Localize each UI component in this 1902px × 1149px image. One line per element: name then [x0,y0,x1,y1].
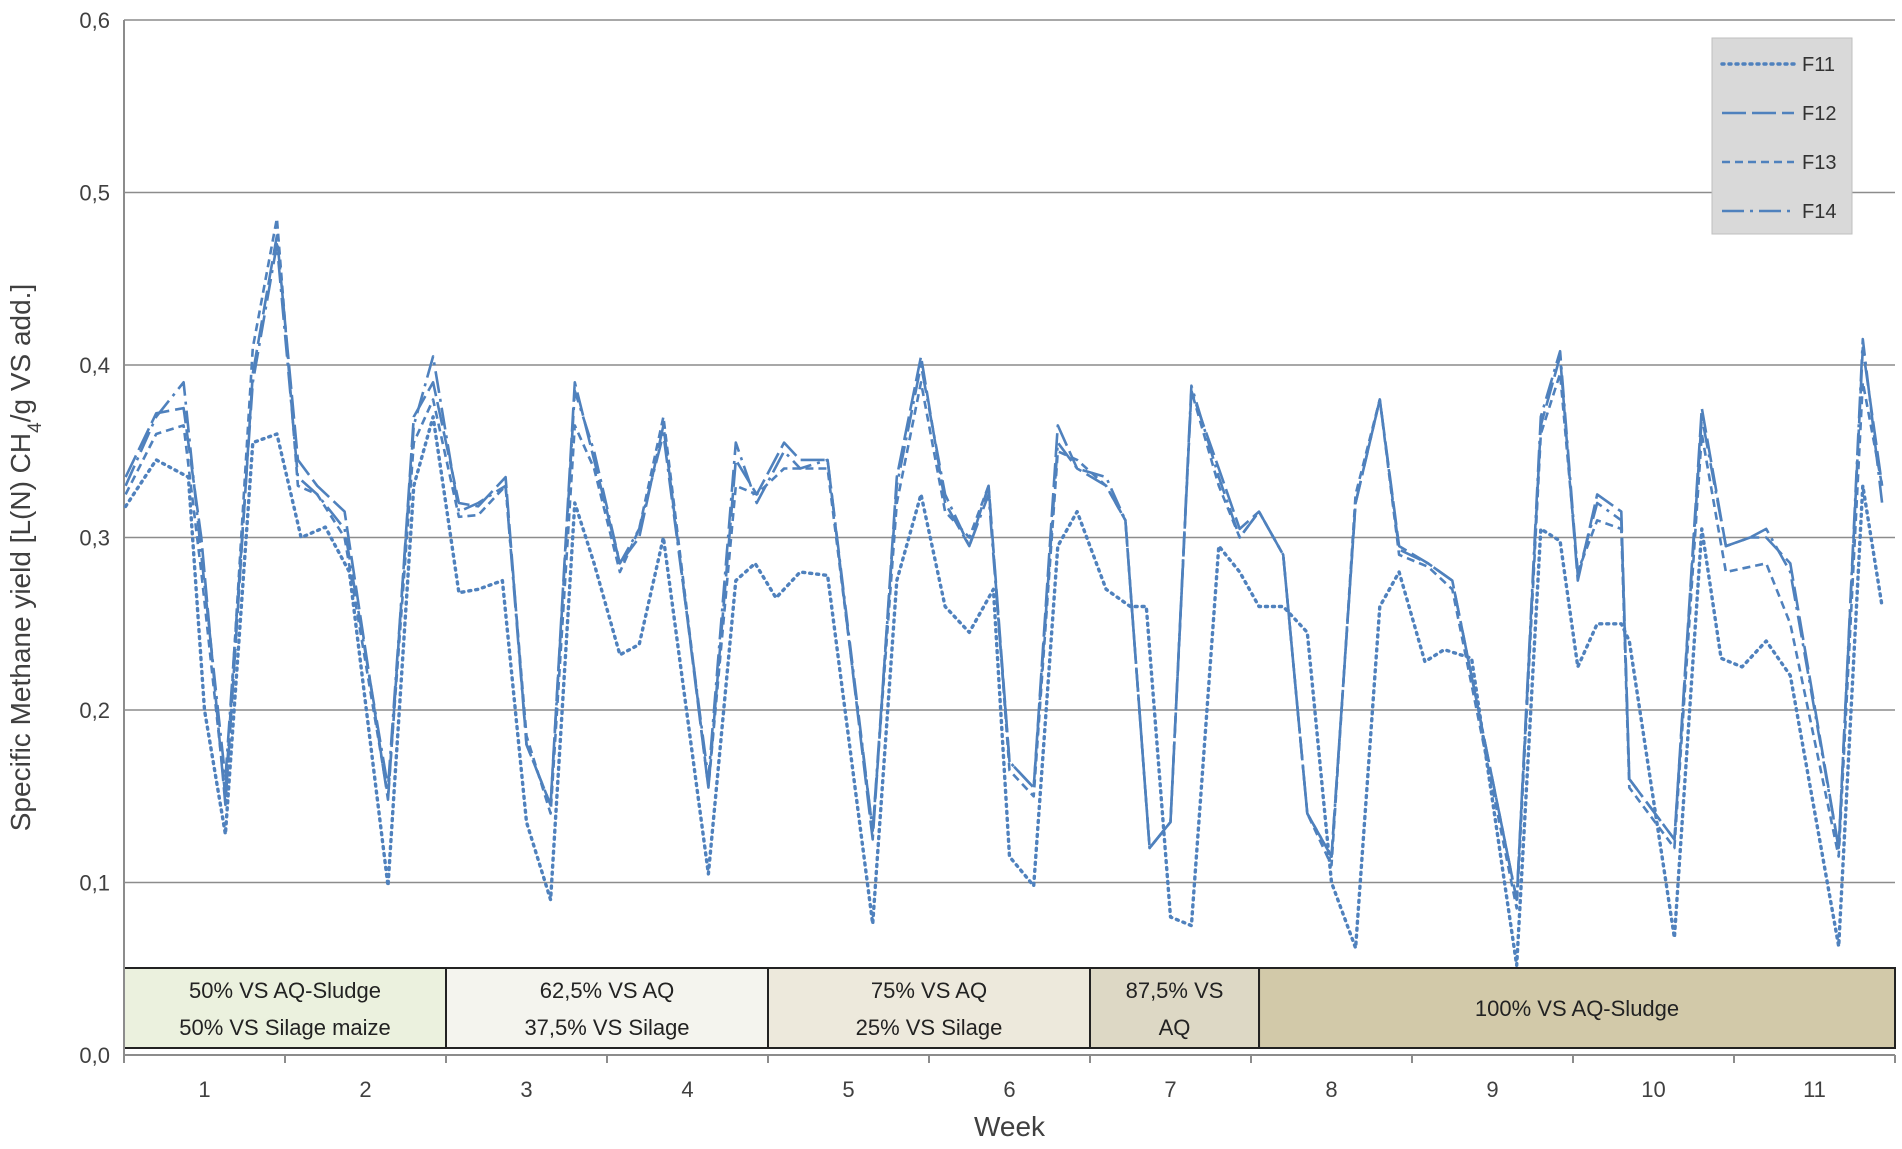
y-tick-label: 0,1 [79,871,110,896]
phase-label: 100% VS AQ-Sludge [1475,996,1679,1021]
phase-label: 25% VS Silage [856,1015,1003,1040]
x-axis-title: Week [974,1111,1046,1142]
gridlines [124,19,1895,884]
y-axis-title-part: /g VS add.] [5,284,36,423]
x-tick-label: 7 [1164,1077,1176,1102]
legend-label: F12 [1802,103,1836,125]
series-lines [123,217,1884,967]
phase-bands: 50% VS AQ-Sludge 50% VS Silage maize 62,5%… [123,967,1897,1049]
x-tick-label: 2 [359,1077,371,1102]
y-tick-label: 0,4 [79,353,110,378]
axes: 0,0 0,1 0,2 0,3 0,4 0,5 0,6 1 2 3 4 5 6 7 8 9 10 11 [79,8,1896,1102]
x-tick-label: 5 [842,1077,854,1102]
x-tick-label: 3 [520,1077,532,1102]
y-tick-label: 0,6 [79,8,110,33]
x-tick-label: 1 [198,1077,210,1102]
series-line-f13 [124,217,1884,910]
series-line-f14 [124,243,1884,902]
y-tick-label: 0,3 [79,526,110,551]
series-line-f12 [124,234,1884,902]
x-tick-label: 9 [1486,1077,1498,1102]
phase-box [123,967,447,1049]
y-tick-label: 0,5 [79,181,110,206]
y-axis-title: Specific Methane yield [L(N) CH4/g VS ad… [5,284,46,832]
series-line-f11 [123,415,1884,967]
x-tick-label: 6 [1003,1077,1015,1102]
x-tick-label: 8 [1325,1077,1337,1102]
x-tick-label: 11 [1803,1077,1826,1102]
y-axis-title-part: 4 [25,422,46,433]
x-tick-label: 10 [1641,1077,1665,1102]
phase-box [1258,967,1897,1049]
phase-label: 75% VS AQ [871,978,987,1003]
x-tick-label: 4 [681,1077,693,1102]
y-tick-label: 0,2 [79,698,110,723]
legend-box [1711,37,1853,235]
legend-label: F14 [1802,201,1836,223]
phase-box [1089,967,1261,1049]
y-tick-label: 0,0 [79,1043,110,1068]
phase-label: 50% VS AQ-Sludge [189,978,381,1003]
legend-label: F13 [1802,152,1836,174]
legend-label: F11 [1802,54,1835,76]
phase-label: 37,5% VS Silage [524,1015,689,1040]
phase-label: 62,5% VS AQ [540,978,675,1003]
phase-label: 50% VS Silage maize [179,1015,391,1040]
phase-label: 87,5% VS [1126,978,1224,1003]
y-axis-title-part: Specific Methane yield [L(N) CH [5,433,36,831]
phase-label: AQ [1159,1015,1191,1040]
legend: F11 F12 F13 F14 [1711,37,1853,235]
